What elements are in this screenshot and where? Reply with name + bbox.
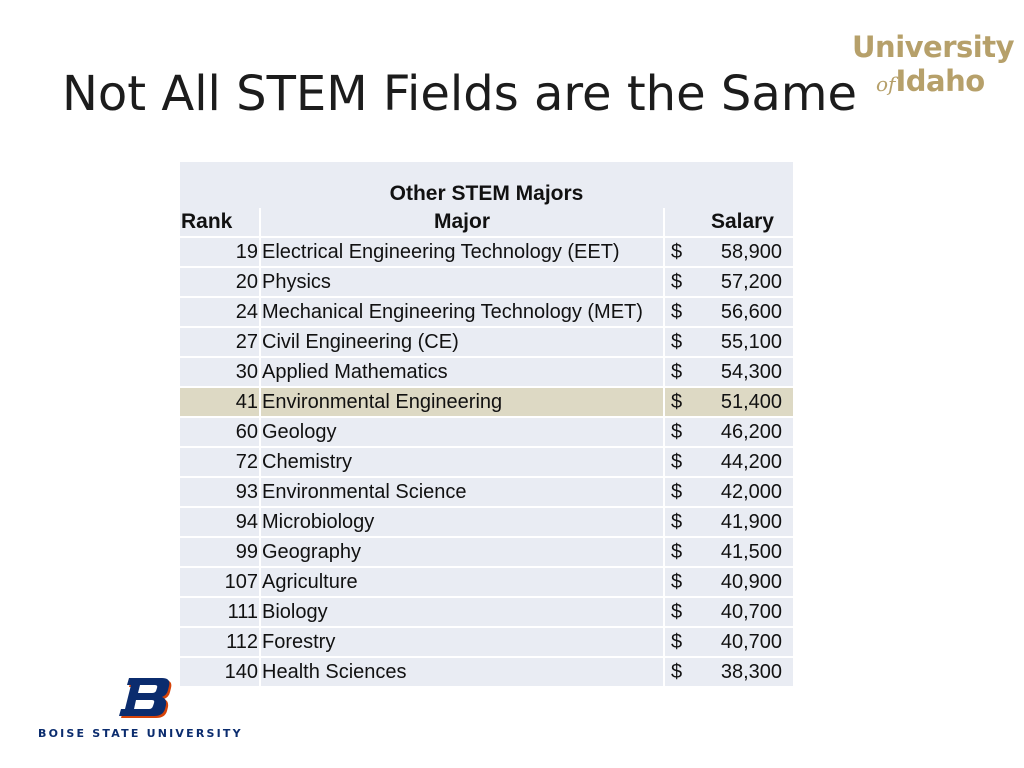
slide-title: Not All STEM Fields are the Same	[62, 66, 858, 122]
salary-table: Rank Major Salary 19 Electrical Engineeri…	[180, 208, 793, 688]
major-cell: Geology	[260, 417, 665, 448]
logo-of-text: of	[876, 72, 896, 96]
salary-cell: 58,900	[699, 237, 793, 268]
currency-cell: $	[664, 477, 699, 508]
rank-cell: 94	[180, 507, 261, 538]
rank-cell: 140	[180, 657, 261, 688]
rank-cell: 60	[180, 417, 261, 448]
major-cell: Environmental Engineering	[260, 387, 665, 418]
major-cell: Biology	[260, 597, 665, 628]
currency-cell: $	[664, 267, 699, 298]
rank-cell: 99	[180, 537, 261, 568]
salary-cell: 40,900	[699, 567, 793, 598]
table-row: 111 Biology $40,700	[180, 597, 793, 628]
table-body: 19 Electrical Engineering Technology (EET…	[180, 237, 793, 688]
currency-cell: $	[664, 657, 699, 688]
major-cell: Electrical Engineering Technology (EET)	[260, 237, 665, 268]
salary-cell: 41,500	[699, 537, 793, 568]
university-of-idaho-logo: University ofIdaho	[852, 30, 1017, 100]
table-row: 99 Geography $41,500	[180, 537, 793, 568]
currency-cell: $	[664, 297, 699, 328]
logo-idaho-text: Idaho	[895, 64, 985, 98]
currency-cell: $	[664, 597, 699, 628]
salary-cell: 54,300	[699, 357, 793, 388]
table-row: 140 Health Sciences $38,300	[180, 657, 793, 688]
table-row: 72 Chemistry $44,200	[180, 447, 793, 478]
boise-state-logo: BOISE STATE UNIVERSITY	[38, 676, 248, 742]
rank-cell: 93	[180, 477, 261, 508]
currency-cell: $	[664, 387, 699, 418]
currency-cell: $	[664, 627, 699, 658]
major-column-header: Major	[260, 208, 665, 238]
logo-university-text: University	[852, 30, 1014, 64]
table-row: 41 Environmental Engineering $51,400	[180, 387, 793, 418]
table-row: 19 Electrical Engineering Technology (EET…	[180, 237, 793, 268]
boise-state-wordmark: BOISE STATE UNIVERSITY	[38, 727, 243, 740]
rank-cell: 19	[180, 237, 261, 268]
currency-cell: $	[664, 447, 699, 478]
major-cell: Forestry	[260, 627, 665, 658]
salary-cell: 41,900	[699, 507, 793, 538]
table-header-row: Rank Major Salary	[180, 208, 793, 238]
major-cell: Microbiology	[260, 507, 665, 538]
rank-column-header: Rank	[180, 208, 261, 238]
salary-cell: 46,200	[699, 417, 793, 448]
currency-cell: $	[664, 357, 699, 388]
table-caption-text: Other STEM Majors	[389, 182, 584, 205]
major-cell: Environmental Science	[260, 477, 665, 508]
currency-cell: $	[664, 507, 699, 538]
stem-majors-table: Other STEM Majors Rank Major Salary 19 El…	[180, 162, 793, 688]
table-row: 94 Microbiology $41,900	[180, 507, 793, 538]
currency-cell: $	[664, 537, 699, 568]
table-row: 30 Applied Mathematics $54,300	[180, 357, 793, 388]
table-row: 107 Agriculture $40,900	[180, 567, 793, 598]
salary-cell: 40,700	[699, 627, 793, 658]
salary-cell: 55,100	[699, 327, 793, 358]
major-cell: Applied Mathematics	[260, 357, 665, 388]
major-cell: Geography	[260, 537, 665, 568]
rank-cell: 41	[180, 387, 261, 418]
salary-cell: 51,400	[699, 387, 793, 418]
major-cell: Civil Engineering (CE)	[260, 327, 665, 358]
currency-cell: $	[664, 567, 699, 598]
salary-cell: 40,700	[699, 597, 793, 628]
major-cell: Health Sciences	[260, 657, 665, 688]
major-cell: Mechanical Engineering Technology (MET)	[260, 297, 665, 328]
rank-cell: 30	[180, 357, 261, 388]
salary-cell: 44,200	[699, 447, 793, 478]
salary-cell: 38,300	[699, 657, 793, 688]
major-cell: Agriculture	[260, 567, 665, 598]
boise-state-b-icon	[119, 678, 172, 718]
table-row: 93 Environmental Science $42,000	[180, 477, 793, 508]
currency-cell: $	[664, 237, 699, 268]
rank-cell: 111	[180, 597, 261, 628]
table-row: 24 Mechanical Engineering Technology (MET…	[180, 297, 793, 328]
currency-cell: $	[664, 327, 699, 358]
table-caption: Other STEM Majors	[180, 162, 793, 208]
salary-cell: 42,000	[699, 477, 793, 508]
salary-cell: 56,600	[699, 297, 793, 328]
major-cell: Chemistry	[260, 447, 665, 478]
salary-cell: 57,200	[699, 267, 793, 298]
rank-cell: 107	[180, 567, 261, 598]
table-row: 20 Physics $57,200	[180, 267, 793, 298]
major-cell: Physics	[260, 267, 665, 298]
salary-column-header: Salary	[664, 208, 793, 238]
currency-cell: $	[664, 417, 699, 448]
rank-cell: 112	[180, 627, 261, 658]
table-row: 60 Geology $46,200	[180, 417, 793, 448]
rank-cell: 72	[180, 447, 261, 478]
rank-cell: 24	[180, 297, 261, 328]
table-row: 27 Civil Engineering (CE) $55,100	[180, 327, 793, 358]
rank-cell: 27	[180, 327, 261, 358]
rank-cell: 20	[180, 267, 261, 298]
table-row: 112 Forestry $40,700	[180, 627, 793, 658]
